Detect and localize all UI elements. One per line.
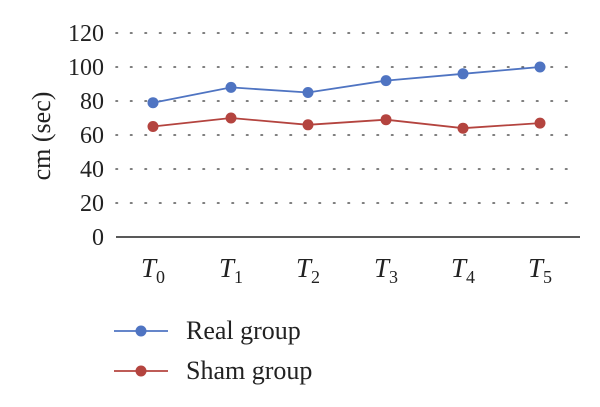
- data-point: [225, 81, 237, 93]
- x-tick-subscript: 2: [311, 267, 320, 287]
- data-point: [457, 68, 469, 80]
- x-tick-label: T5: [528, 253, 552, 287]
- data-point: [225, 112, 237, 124]
- x-tick-subscript: 4: [466, 267, 475, 287]
- y-tick-label: 20: [80, 191, 104, 217]
- data-point: [380, 114, 392, 126]
- x-tick-subscript: 0: [156, 267, 165, 287]
- data-point: [147, 121, 159, 132]
- y-tick-label: 60: [80, 123, 104, 149]
- y-tick-label: 40: [80, 157, 104, 183]
- x-tick-base: T: [451, 253, 468, 283]
- y-tick-label: 0: [92, 225, 104, 251]
- x-tick-base: T: [219, 253, 236, 283]
- series-line: [152, 117, 541, 130]
- data-point: [302, 119, 314, 131]
- y-tick-label: 80: [80, 89, 104, 115]
- x-tick-base: T: [374, 253, 391, 283]
- legend: Real group Sham group: [114, 316, 312, 385]
- y-axis-label: cm (sec): [27, 92, 56, 181]
- data-point: [380, 75, 392, 87]
- x-tick-label: T1: [219, 253, 243, 287]
- x-tick-base: T: [141, 253, 158, 283]
- legend-label: Sham group: [186, 356, 312, 385]
- data-point: [457, 122, 469, 134]
- x-tick-label: T2: [296, 253, 320, 287]
- y-tick-label: 100: [68, 55, 104, 81]
- x-tick-label: T3: [374, 253, 398, 287]
- x-tick-base: T: [528, 253, 545, 283]
- data-point: [534, 117, 546, 129]
- y-tick-label: 120: [68, 21, 104, 47]
- x-tick-label: T4: [451, 253, 475, 287]
- legend-swatch-marker: [135, 325, 147, 337]
- x-tick-subscript: 1: [234, 267, 243, 287]
- data-point: [534, 61, 546, 73]
- y-tick-labels: 0 20 40 60 80 100 120: [68, 21, 104, 251]
- gridlines: [115, 32, 581, 204]
- x-tick-subscript: 3: [389, 267, 398, 287]
- legend-label: Real group: [186, 316, 301, 345]
- data-point: [302, 87, 314, 98]
- x-tick-subscript: 5: [543, 267, 552, 287]
- series-group: [147, 61, 546, 134]
- x-tick-labels: T0 T1 T2 T3 T4 T5: [141, 253, 552, 287]
- legend-swatch-marker: [135, 365, 147, 377]
- series-line: [152, 66, 541, 104]
- x-tick-label: T0: [141, 253, 165, 287]
- x-tick-base: T: [296, 253, 313, 283]
- data-point: [147, 97, 159, 109]
